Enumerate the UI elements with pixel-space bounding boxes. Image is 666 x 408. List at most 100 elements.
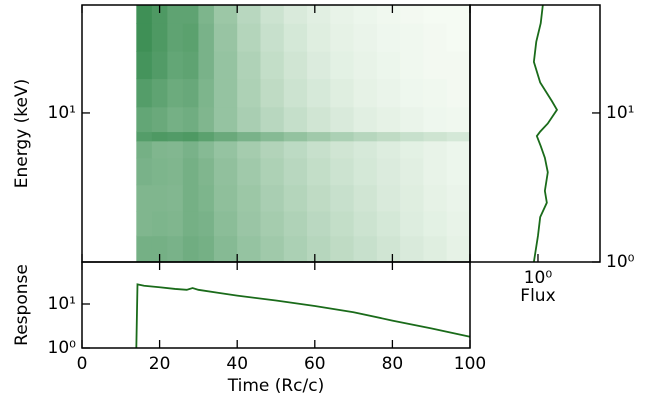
heatmap-cell: [400, 106, 424, 133]
heatmap-cell: [213, 5, 238, 24]
heatmap-cell: [151, 140, 168, 159]
heatmap-cell: [167, 210, 184, 237]
heatmap-cell: [167, 78, 184, 108]
heatmap-cell: [353, 23, 378, 52]
heatmap-cell: [136, 184, 153, 212]
heatmap-cell: [446, 157, 471, 186]
heatmap-cell: [307, 23, 331, 52]
heatmap-cell: [400, 184, 424, 212]
heatmap-cell: [237, 51, 261, 80]
heatmap-cell: [182, 235, 199, 263]
heatmap-cell: [167, 184, 184, 212]
heatmap-cell: [423, 106, 448, 133]
heatmap-cell: [136, 23, 153, 52]
heatmap-cell: [167, 235, 184, 263]
heatmap-cell: [237, 131, 261, 142]
heatmap-cell: [376, 157, 401, 186]
heatmap-cell: [167, 106, 184, 133]
heatmap-cell: [198, 23, 215, 52]
heatmap-cell: [167, 5, 184, 24]
heatmap-cell: [136, 210, 153, 237]
heatmap-cell: [213, 235, 238, 263]
heatmap-cell: [198, 106, 215, 133]
heatmap-cell: [330, 51, 355, 80]
heatmap-cell: [307, 140, 331, 159]
heatmap-cell: [136, 78, 153, 108]
heatmap-cell: [307, 210, 331, 237]
heatmap-cell: [423, 157, 448, 186]
heatmap-cell: [182, 184, 199, 212]
heatmap-cell: [283, 140, 308, 159]
heatmap-cell: [446, 184, 471, 212]
heatmap-cell: [237, 140, 261, 159]
heatmap-cell: [400, 235, 424, 263]
heatmap-cell: [376, 51, 401, 80]
heatmap-cell: [151, 235, 168, 263]
heatmap-cell: [330, 106, 355, 133]
heatmap-cell: [307, 51, 331, 80]
heatmap-cell: [260, 5, 285, 24]
heatmap-cell: [307, 131, 331, 142]
heatmap-cell: [198, 78, 215, 108]
heatmap-cell: [198, 184, 215, 212]
x-tick-label: 40: [226, 354, 248, 374]
heatmap-cell: [136, 131, 153, 142]
heatmap-cell: [307, 235, 331, 263]
heatmap-cell: [353, 210, 378, 237]
heatmap-cell: [400, 157, 424, 186]
heatmap-cell: [283, 23, 308, 52]
heatmap-cell: [260, 131, 285, 142]
heatmap-cell: [283, 78, 308, 108]
heatmap-cell: [151, 106, 168, 133]
heatmap-cell: [151, 78, 168, 108]
heatmap-cell: [400, 78, 424, 108]
heatmap-cell: [182, 51, 199, 80]
heatmap-cell: [446, 78, 471, 108]
heatmap-cell: [182, 210, 199, 237]
heatmap-cell: [136, 5, 153, 24]
heatmap-cell: [182, 131, 199, 142]
heatmap-cell: [136, 140, 153, 159]
heatmap-cell: [446, 51, 471, 80]
heatmap-cell: [330, 5, 355, 24]
x-axis-label: Flux: [520, 286, 555, 306]
heatmap-cell: [446, 5, 471, 24]
heatmap-cell: [353, 184, 378, 212]
heatmap-cell: [283, 184, 308, 212]
heatmap-cell: [307, 106, 331, 133]
heatmap-cell: [353, 157, 378, 186]
heatmap-cell: [151, 210, 168, 237]
heatmap-cell: [376, 78, 401, 108]
heatmap-cell: [423, 210, 448, 237]
x-tick-label: 100: [454, 354, 486, 374]
y-tick-label: 10⁰: [606, 252, 635, 272]
heatmap-cell: [353, 106, 378, 133]
heatmap-cell: [283, 51, 308, 80]
y-axis-label: Response: [12, 264, 32, 346]
heatmap-cell: [182, 5, 199, 24]
heatmap-cell: [353, 51, 378, 80]
heatmap-cell: [198, 157, 215, 186]
heatmap-cell: [400, 51, 424, 80]
heatmap-cell: [353, 235, 378, 263]
heatmap-cell: [283, 210, 308, 237]
heatmap-cell: [182, 23, 199, 52]
x-tick-label: 10⁰: [524, 268, 553, 288]
heatmap-cell: [423, 184, 448, 212]
heatmap-cell: [151, 157, 168, 186]
heatmap-cell: [376, 140, 401, 159]
heatmap-cell: [198, 131, 215, 142]
heatmap-cell: [136, 106, 153, 133]
heatmap-cell: [283, 106, 308, 133]
heatmap-cell: [446, 23, 471, 52]
heatmap-cell: [353, 78, 378, 108]
heatmap-cell: [307, 184, 331, 212]
heatmap-cell: [376, 184, 401, 212]
heatmap-cell: [213, 51, 238, 80]
heatmap-cell: [307, 5, 331, 24]
y-tick-label: 10¹: [48, 294, 76, 314]
heatmap-cell: [260, 140, 285, 159]
heatmap-cell: [260, 184, 285, 212]
